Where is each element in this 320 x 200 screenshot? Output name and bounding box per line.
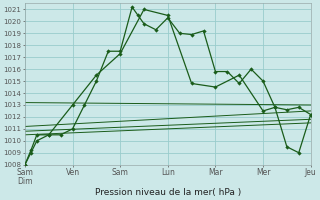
X-axis label: Pression niveau de la mer( hPa ): Pression niveau de la mer( hPa ) <box>95 188 241 197</box>
